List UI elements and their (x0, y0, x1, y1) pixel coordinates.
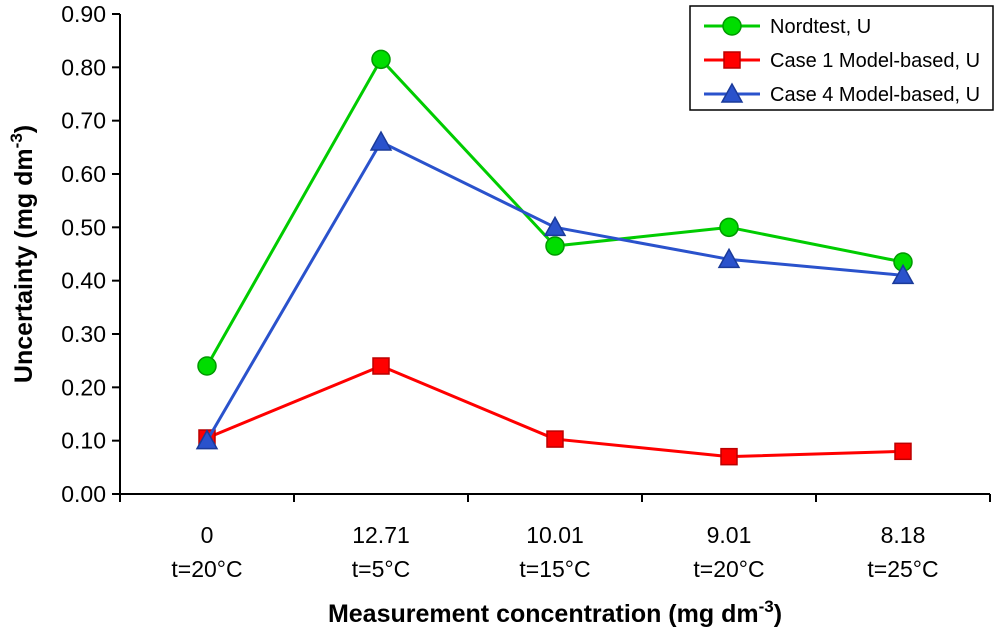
x-temperature-label: t=20°C (693, 556, 764, 582)
legend: Nordtest, U Case 1 Model-based, U Case 4 M… (689, 5, 994, 111)
x-category-label: 12.71 (352, 522, 410, 548)
circle-marker (197, 356, 217, 376)
legend-label: Case 4 Model-based, U (770, 84, 980, 106)
x-category-label: 9.01 (707, 522, 752, 548)
y-tick-label: 0.10 (61, 428, 106, 454)
axes: 0.00 0.10 0.20 0.30 0.40 0.50 0.60 0.70 0.80 0.90… (7, 1, 991, 628)
y-tick-label: 0.60 (61, 161, 106, 187)
triangle-marker (717, 247, 741, 269)
triangle-marker (369, 130, 393, 151)
x-category-label: 8.18 (881, 522, 926, 548)
triangle-marker (195, 429, 219, 450)
circle-marker (545, 236, 565, 256)
x-axis-title: Measurement concentration (mg dm-3) (328, 597, 782, 628)
square-marker (372, 357, 390, 375)
y-tick-label: 0.00 (61, 481, 106, 507)
circle-marker (722, 16, 742, 36)
series-3 (195, 130, 915, 450)
x-category-label: 0 (201, 522, 214, 548)
square-marker (546, 430, 564, 448)
y-axis-title: Uncertainty (mg dm-3) (7, 125, 38, 383)
circle-marker (371, 49, 391, 70)
triangle-marker (891, 263, 915, 285)
square-marker (720, 447, 738, 466)
x-temperature-label: t=5°C (352, 556, 410, 582)
legend-label: Nordtest, U (770, 16, 871, 38)
y-tick-label: 0.70 (61, 108, 106, 134)
y-tick-label: 0.40 (61, 268, 106, 294)
square-marker (894, 442, 912, 461)
x-temperature-label: t=20°C (171, 556, 242, 582)
circle-marker (719, 217, 739, 238)
legend-label: Case 1 Model-based, U (770, 50, 980, 72)
triangle-marker (543, 215, 567, 237)
series-1 (197, 49, 913, 376)
y-tick-label: 0.80 (61, 54, 106, 80)
x-category-label: 10.01 (526, 522, 584, 548)
y-tick-label: 0.20 (61, 374, 106, 400)
x-temperature-label: t=25°C (867, 556, 938, 582)
series-2 (198, 357, 912, 466)
y-tick-label: 0.50 (61, 214, 106, 240)
triangle-marker (720, 82, 744, 103)
y-tick-label: 0.30 (61, 321, 106, 347)
y-tick-label: 0.90 (61, 1, 106, 27)
x-temperature-label: t=15°C (519, 556, 590, 582)
square-marker (723, 51, 741, 69)
